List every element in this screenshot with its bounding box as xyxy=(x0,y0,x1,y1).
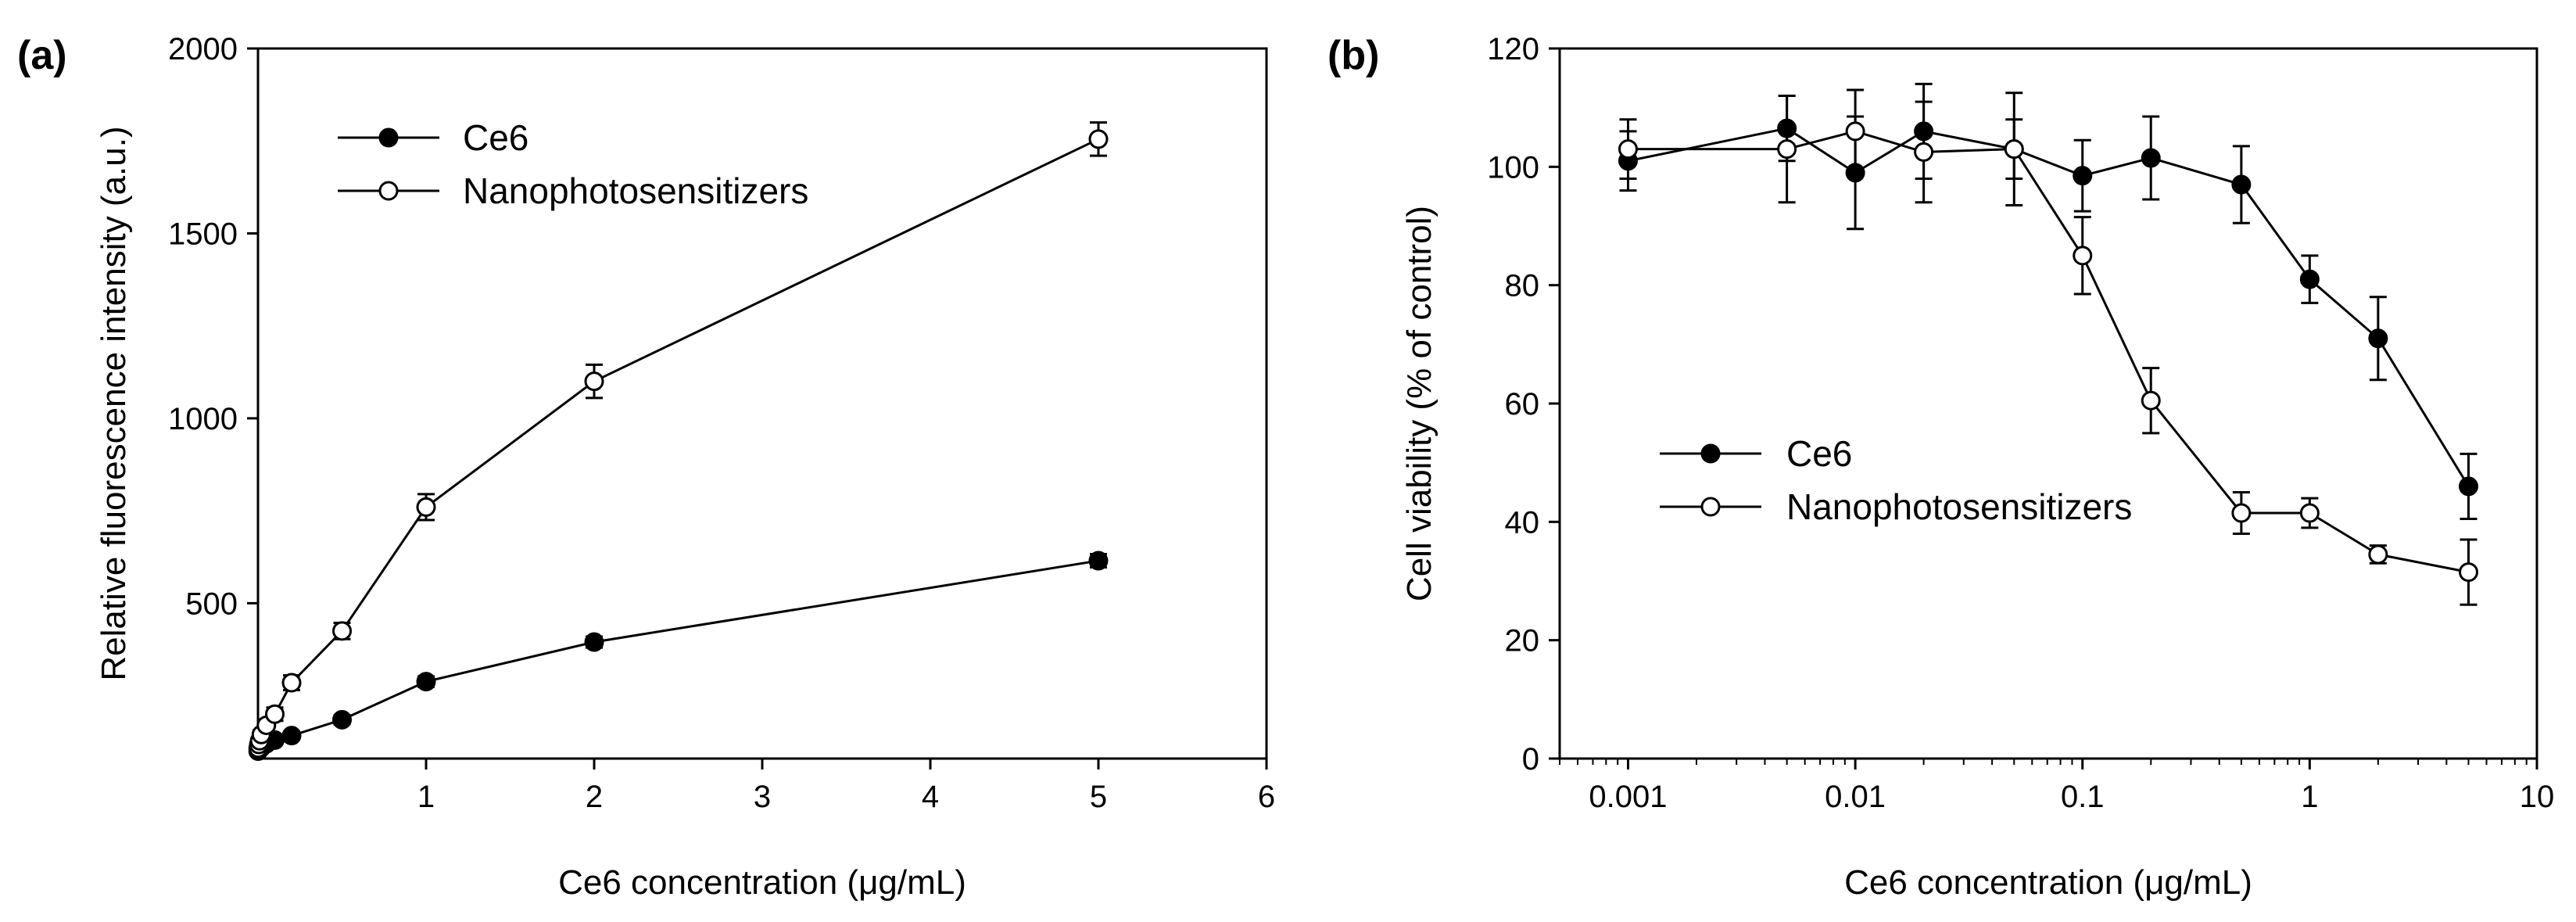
panel-a-x-tick-label: 4 xyxy=(922,780,939,814)
panel-b-y-tick-label: 80 xyxy=(1505,269,1540,303)
panel-b-legend: Ce6 Nanophotosensitizers xyxy=(1660,433,2132,527)
panel-b-legend-nanophotosensitizers-marker xyxy=(1700,497,1721,517)
panel-b-series-nanophotosensitizers-point xyxy=(1777,139,1797,160)
panel-a-y-tick-label: 1000 xyxy=(168,402,238,436)
panel-b-x-axis-title: Ce6 concentration (μg/mL) xyxy=(1844,863,2252,902)
panel-a-series-nanophotosensitizers-point xyxy=(584,371,604,392)
panel-a-x-tick-label: 2 xyxy=(586,780,603,814)
panel-a-legend: Ce6 Nanophotosensitizers xyxy=(338,117,808,211)
panel-a-chart: (a) 500 1000 1500 2000 1 2 3 4 5 6 Ce6 concentrati… xyxy=(17,32,1275,902)
panel-b-legend-ce6-label: Ce6 xyxy=(1786,433,1852,474)
panel-a-series-nanophotosensitizers-point xyxy=(332,621,352,641)
panel-a-series-ce6-point xyxy=(1088,551,1109,571)
panel-b-y-axis-title: Cell viability (% of control) xyxy=(1400,206,1438,601)
panel-b-x-tick-label: 10 xyxy=(2520,780,2555,814)
panel-a-series-nanophotosensitizers-point xyxy=(416,497,436,517)
panel-b-series-ce6-point xyxy=(2073,166,2093,186)
panel-a-x-tick-label: 1 xyxy=(417,780,435,814)
panel-b-series-ce6-point xyxy=(2231,174,2252,195)
panel-b-y-tick-label: 60 xyxy=(1505,387,1540,422)
panel-b-series-ce6-point xyxy=(2299,269,2320,289)
panel-b-series-nanophotosensitizers-point xyxy=(2231,503,2252,523)
panel-a-x-axis-title: Ce6 concentration (μg/mL) xyxy=(558,863,966,902)
panel-a-series-ce6-point xyxy=(416,672,436,692)
panel-a-series-nanophotosensitizers-point xyxy=(265,704,285,724)
panel-b-legend-nanophotosensitizers-label: Nanophotosensitizers xyxy=(1786,486,2132,527)
panel-b-chart: (b) 0 20 40 60 80 100 120 0.001 0.01 0.1 1 10 Ce6 co… xyxy=(1327,32,2554,902)
panel-a-y-tick-label: 2000 xyxy=(168,32,238,66)
panel-a-plot-frame xyxy=(256,47,1268,760)
panel-a-series-ce6-point xyxy=(584,632,604,652)
panel-a-series-ce6-line xyxy=(256,559,1099,752)
panel-a-y-tick-label: 1500 xyxy=(168,217,238,251)
panel-b-plot-frame xyxy=(1558,47,2538,760)
panel-a-y-tick-label: 500 xyxy=(185,587,238,621)
panel-b-x-tick-label: 1 xyxy=(2301,780,2318,814)
panel-a-series-nanophotosensitizers-point xyxy=(281,673,302,693)
panel-a-x-tick-label: 6 xyxy=(1258,780,1275,814)
panel-a-legend-ce6-marker xyxy=(378,127,399,148)
panel-b-y-tick-label: 120 xyxy=(1487,32,1539,66)
panel-b-series-ce6-point xyxy=(2141,148,2161,168)
panel-a-series-ce6-point xyxy=(332,709,352,730)
panel-a-series-ce6 xyxy=(248,551,1109,762)
panel-b-x-tick-label: 0.01 xyxy=(1825,780,1886,814)
panel-b-x-tick-label: 0.001 xyxy=(1589,780,1667,814)
panel-a-legend-nanophotosensitizers-label: Nanophotosensitizers xyxy=(463,170,808,211)
panel-b-series-nanophotosensitizers-point xyxy=(1845,121,1865,142)
panel-b-series-ce6-line xyxy=(1628,127,2470,487)
panel-a-label: (a) xyxy=(17,33,67,78)
panel-b-label: (b) xyxy=(1327,33,1379,78)
panel-a-legend-nanophotosensitizers-marker xyxy=(378,181,399,201)
panel-b-y-tick-label: 100 xyxy=(1487,150,1539,185)
panel-a-series-nanophotosensitizers-line xyxy=(256,138,1099,749)
panel-a-x-tick-label: 5 xyxy=(1090,780,1107,814)
panel-b-series-ce6-point xyxy=(2459,476,2479,497)
panel-b-series-nanophotosensitizers-point xyxy=(2368,544,2388,565)
panel-b-series-nanophotosensitizers-point xyxy=(2459,562,2479,583)
panel-a-series-ce6-point xyxy=(281,726,302,746)
panel-a-series-nanophotosensitizers-point xyxy=(1088,129,1109,149)
panel-b-y-tick-label: 20 xyxy=(1505,624,1540,658)
panel-b-series-nanophotosensitizers-point xyxy=(1914,142,1934,162)
panel-b-series-nanophotosensitizers-point xyxy=(2073,246,2093,266)
panel-b-legend-ce6-marker xyxy=(1700,443,1721,464)
panel-b-series-nanophotosensitizers xyxy=(1618,88,2479,606)
panel-b-series-nanophotosensitizers-point xyxy=(2299,503,2320,523)
panel-b-series-nanophotosensitizers-point xyxy=(2141,390,2161,411)
panel-b-x-tick-label: 0.1 xyxy=(2061,780,2105,814)
panel-b-y-tick-label: 0 xyxy=(1522,742,1539,777)
panel-b-series-nanophotosensitizers-point xyxy=(2004,139,2024,160)
panel-b-series-nanophotosensitizers-point xyxy=(1618,139,1638,160)
panel-a-legend-ce6-label: Ce6 xyxy=(463,117,528,158)
panel-a-series-nanophotosensitizers xyxy=(248,121,1109,759)
panel-b-series-ce6-point xyxy=(2368,328,2388,349)
panel-a-x-tick-label: 3 xyxy=(754,780,771,814)
panel-b-y-tick-label: 40 xyxy=(1505,505,1540,540)
panel-a-y-axis-title: Relative fluorescence intensity (a.u.) xyxy=(95,126,133,680)
